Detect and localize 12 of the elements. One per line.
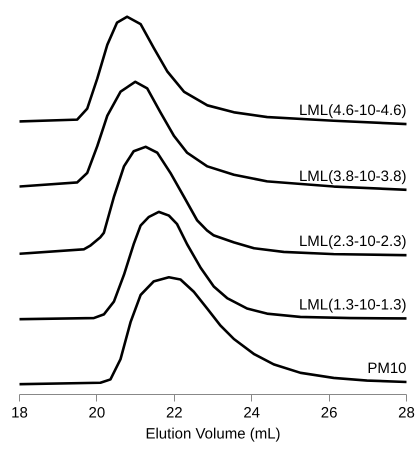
- x-tick-label: 18: [11, 404, 28, 422]
- series-label: LML(1.3-10-1.3): [298, 296, 407, 314]
- x-tick-label: 26: [320, 404, 338, 422]
- x-tick-label: 22: [166, 404, 183, 422]
- x-axis-title: Elution Volume (mL): [145, 426, 281, 442]
- x-tick-label: 20: [88, 404, 106, 422]
- series-label: LML(3.8-10-3.8): [298, 168, 407, 185]
- series-label: PM10: [367, 360, 407, 378]
- x-tick-label: 24: [243, 404, 260, 422]
- series-label: LML(4.6-10-4.6): [298, 102, 407, 120]
- x-tick-label: 28: [398, 404, 415, 422]
- series-label: LML(2.3-10-2.3): [298, 233, 407, 250]
